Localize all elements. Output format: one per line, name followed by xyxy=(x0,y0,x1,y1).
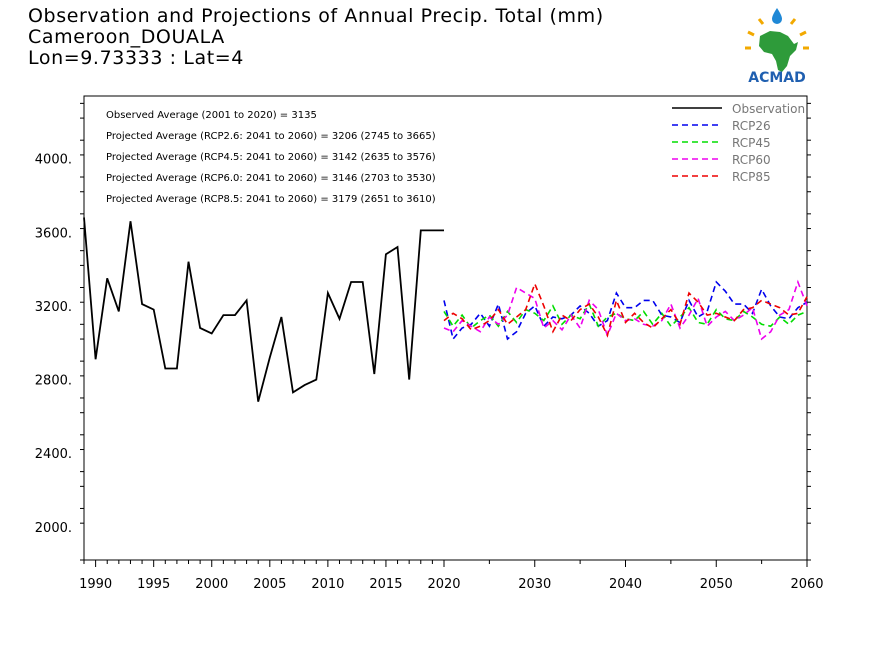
projection-annotation: Projected Average (RCP8.5: 2041 to 2060)… xyxy=(106,194,436,205)
legend-label: RCP85 xyxy=(732,170,771,184)
legend-label: RCP26 xyxy=(732,119,771,133)
projection-annotation: Observed Average (2001 to 2020) = 3135 xyxy=(106,110,317,121)
x-tick-label: 1990 xyxy=(79,577,112,592)
legend-label: RCP60 xyxy=(732,153,771,167)
series-line-rcp85 xyxy=(443,281,808,338)
acmad-logo: ACMAD xyxy=(745,8,809,86)
plot-frame xyxy=(83,95,808,561)
x-tick-label: 2000 xyxy=(195,577,228,592)
station-coordinates: Lon=9.73333 : Lat=4 xyxy=(28,47,244,69)
africa-map-icon xyxy=(759,31,798,72)
y-tick-label: 2400. xyxy=(35,447,72,462)
y-tick-label: 2800. xyxy=(35,374,72,389)
y-tick-label: 2000. xyxy=(35,521,72,536)
logo-text: ACMAD xyxy=(748,70,806,86)
x-tick-label: 2015 xyxy=(369,577,402,592)
chart-title-block: Observation and Projections of Annual Pr… xyxy=(28,6,604,69)
x-tick-label: 2030 xyxy=(518,577,551,592)
legend-label: Observation xyxy=(732,102,805,116)
y-tick-label: 4000. xyxy=(35,153,72,168)
series-line-rcp45 xyxy=(443,302,808,330)
x-tick-label: 2010 xyxy=(311,577,344,592)
x-tick-label: 1995 xyxy=(137,577,170,592)
series-line-rcp26 xyxy=(443,280,808,341)
x-tick-label: 2050 xyxy=(700,577,733,592)
chart-title: Observation and Projections of Annual Pr… xyxy=(28,5,604,27)
y-tick-label: 3200. xyxy=(35,300,72,315)
x-tick-label: 2005 xyxy=(253,577,286,592)
y-tick-label: 3600. xyxy=(35,226,72,241)
station-name: Cameroon_DOUALA xyxy=(28,26,225,48)
projection-annotation: Projected Average (RCP6.0: 2041 to 2060)… xyxy=(106,173,436,184)
x-tick-label: 2040 xyxy=(609,577,642,592)
x-tick-label: 2060 xyxy=(790,577,823,592)
projection-annotation: Projected Average (RCP4.5: 2041 to 2060)… xyxy=(106,152,436,163)
series-line-observation xyxy=(83,217,444,402)
projection-annotation: Projected Average (RCP2.6: 2041 to 2060)… xyxy=(106,131,436,142)
water-drop-icon xyxy=(772,8,782,24)
x-tick-label: 2020 xyxy=(427,577,460,592)
legend-label: RCP45 xyxy=(732,136,771,150)
